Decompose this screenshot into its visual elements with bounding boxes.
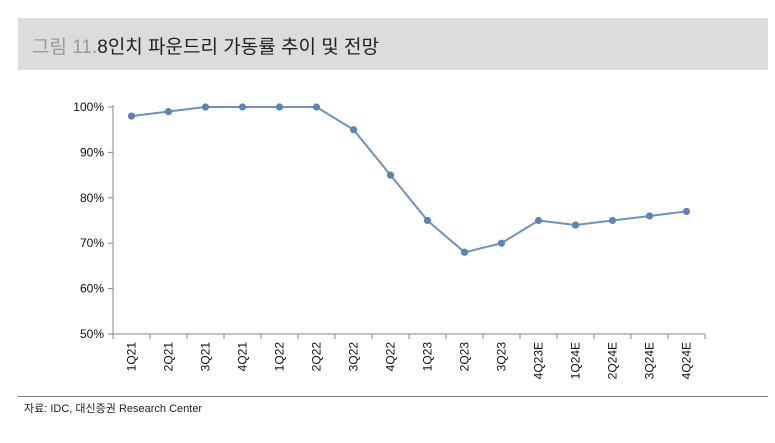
x-tick-label: 1Q23	[421, 342, 435, 372]
x-tick-label: 2Q23	[458, 342, 472, 372]
figure-title-text: 8인치 파운드리 가동률 추이 및 전망	[97, 37, 379, 58]
x-tick-label: 3Q23	[495, 342, 509, 372]
data-point	[497, 239, 506, 247]
x-tick-label: 4Q22	[384, 342, 398, 372]
x-tick-label: 1Q22	[273, 342, 287, 372]
data-point	[312, 103, 321, 111]
figure-number: 그림 11.	[32, 37, 98, 58]
y-tick-label: 90%	[80, 145, 104, 159]
data-point	[682, 207, 691, 216]
x-tick-label: 4Q21	[236, 342, 250, 372]
data-point	[608, 216, 617, 225]
y-tick-label: 80%	[80, 191, 104, 205]
data-point	[201, 103, 210, 111]
x-axis-ticks: 1Q21 2Q21 3Q21 4Q21 1Q22 2Q22 3Q22 4Q22 1Q23 2Q23…	[112, 334, 706, 379]
x-tick-label: 3Q24E	[643, 342, 657, 379]
data-point	[571, 221, 580, 229]
figure-header: 그림 11.8인치 파운드리 가동률 추이 및 전망	[18, 18, 768, 70]
x-tick-label: 3Q21	[199, 342, 213, 372]
series-group	[127, 103, 691, 256]
series-line	[131, 106, 687, 254]
source-note: 자료: IDC, 대신증권 Research Center	[24, 403, 203, 415]
data-point	[534, 216, 543, 225]
data-point	[238, 103, 247, 111]
y-axis-ticks: 100% 90% 80% 70% 60% 50%	[73, 100, 113, 341]
x-tick-label: 4Q24E	[680, 342, 694, 379]
data-point	[645, 212, 654, 220]
data-point	[423, 216, 432, 225]
x-tick-label: 4Q23E	[532, 342, 546, 379]
data-point	[349, 126, 358, 134]
x-tick-label: 2Q22	[310, 342, 324, 372]
data-point	[386, 171, 395, 179]
data-point	[164, 107, 173, 116]
figure-title: 그림 11.8인치 파운드리 가동률 추이 및 전망	[32, 32, 379, 59]
y-tick-label: 70%	[80, 236, 104, 250]
y-tick-label: 60%	[80, 282, 104, 296]
x-tick-label: 1Q21	[125, 342, 139, 372]
y-tick-label: 100%	[73, 100, 104, 114]
x-tick-label: 3Q22	[347, 342, 361, 372]
y-tick-label: 50%	[80, 327, 104, 341]
data-point	[127, 112, 136, 120]
data-point	[460, 248, 469, 256]
x-tick-label: 2Q21	[162, 342, 176, 372]
x-tick-label: 1Q24E	[569, 342, 583, 379]
x-tick-label: 2Q24E	[606, 342, 620, 379]
bottom-divider	[18, 396, 768, 397]
data-point	[275, 103, 284, 111]
